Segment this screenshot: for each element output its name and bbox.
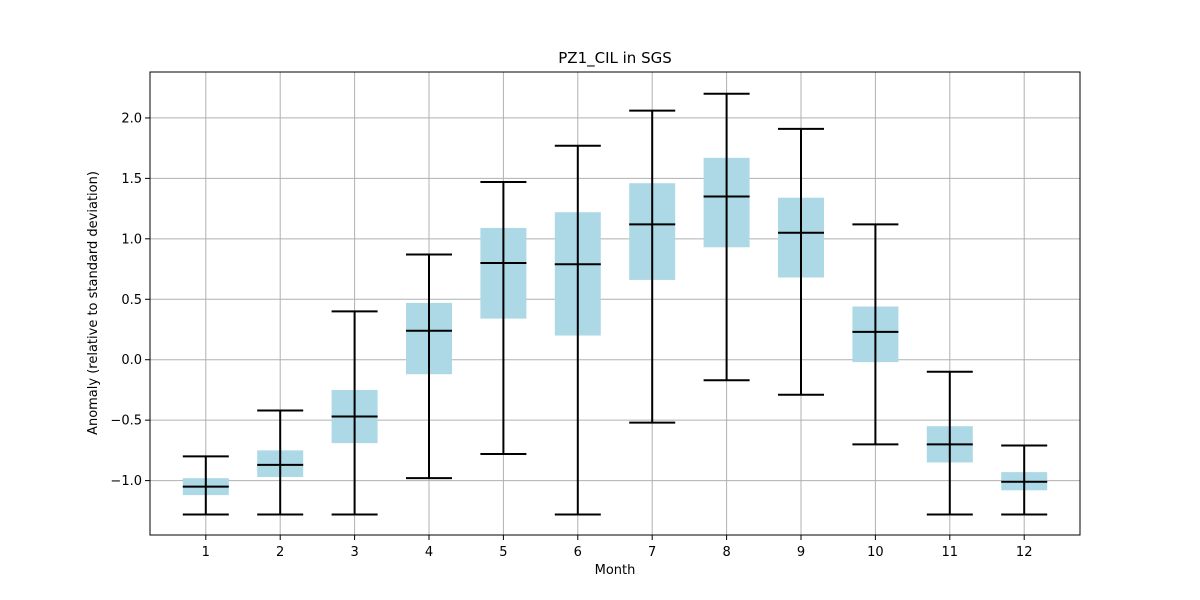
y-axis-label: Anomaly (relative to standard deviation) — [86, 171, 101, 435]
x-tick-label: 1 — [202, 545, 210, 560]
x-tick-label: 3 — [350, 545, 358, 560]
axis-ticks: 1 2 3 4 5 6 7 8 9 10 11 12−1.0−0.50.00.51.01.52.0 — [110, 111, 1032, 560]
x-tick-label: 10 — [867, 545, 884, 560]
y-tick-label: 1.0 — [121, 232, 142, 247]
plot-frame — [149, 71, 1081, 536]
x-tick-label: 5 — [499, 545, 507, 560]
boxes — [182, 92, 1048, 516]
x-tick-label: 6 — [574, 545, 582, 560]
x-tick-label: 2 — [276, 545, 284, 560]
x-tick-label: 11 — [942, 545, 959, 560]
x-tick-label: 7 — [648, 545, 656, 560]
y-tick-label: 0.5 — [121, 293, 142, 308]
y-tick-label: 1.5 — [121, 172, 142, 187]
x-tick-label: 4 — [425, 545, 433, 560]
x-axis-label: Month — [595, 563, 636, 578]
x-tick-label: 9 — [797, 545, 805, 560]
x-tick-label: 8 — [722, 545, 730, 560]
y-tick-label: −1.0 — [110, 474, 142, 489]
chart-title: PZ1_CIL in SGS — [558, 49, 672, 68]
x-tick-label: 12 — [1016, 545, 1033, 560]
y-tick-label: 2.0 — [121, 111, 142, 126]
y-tick-label: −0.5 — [110, 414, 142, 429]
y-tick-label: 0.0 — [121, 353, 142, 368]
